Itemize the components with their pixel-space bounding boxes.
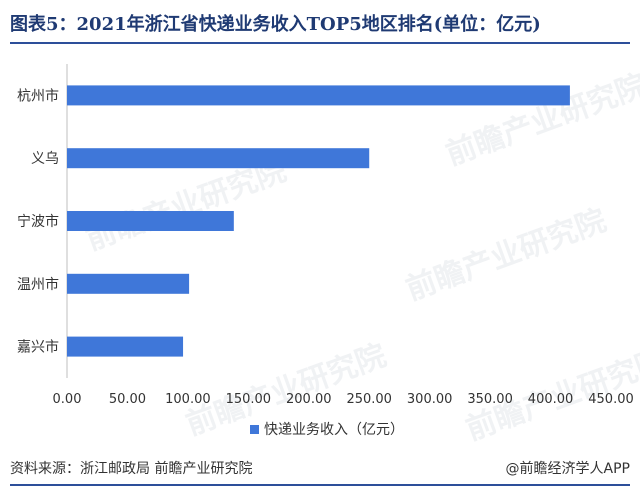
footer-rule [10, 484, 630, 486]
category-label: 温州市 [17, 276, 59, 293]
legend-swatch [250, 425, 259, 434]
category-label: 嘉兴市 [17, 339, 59, 356]
x-tick-label: 200.00 [286, 392, 332, 407]
x-tick-label: 100.00 [165, 392, 211, 407]
x-tick-label: 300.00 [407, 392, 453, 407]
x-tick-label: 0.00 [53, 392, 82, 407]
x-tick-label: 250.00 [346, 392, 392, 407]
bar [67, 273, 190, 294]
bar [67, 211, 234, 231]
category-label: 义乌 [31, 151, 59, 167]
bar [67, 336, 184, 357]
copyright-note: @前瞻经济学人APP [505, 461, 630, 477]
x-tick-label: 450.00 [588, 392, 634, 407]
title-rule [10, 42, 630, 44]
category-label: 宁波市 [17, 213, 59, 230]
x-tick-label: 400.00 [528, 392, 574, 407]
category-label: 杭州市 [17, 87, 59, 104]
bar [67, 85, 570, 106]
x-tick-label: 150.00 [226, 392, 272, 407]
x-tick-label: 350.00 [467, 392, 513, 407]
x-tick-label: 50.00 [109, 392, 146, 407]
source-note: 资料来源：浙江邮政局 前瞻产业研究院 [10, 461, 253, 477]
legend-label: 快递业务收入（亿元） [264, 422, 404, 438]
chart-title: 图表5：2021年浙江省快递业务收入TOP5地区排名(单位：亿元) [10, 14, 541, 35]
bar [67, 148, 370, 169]
